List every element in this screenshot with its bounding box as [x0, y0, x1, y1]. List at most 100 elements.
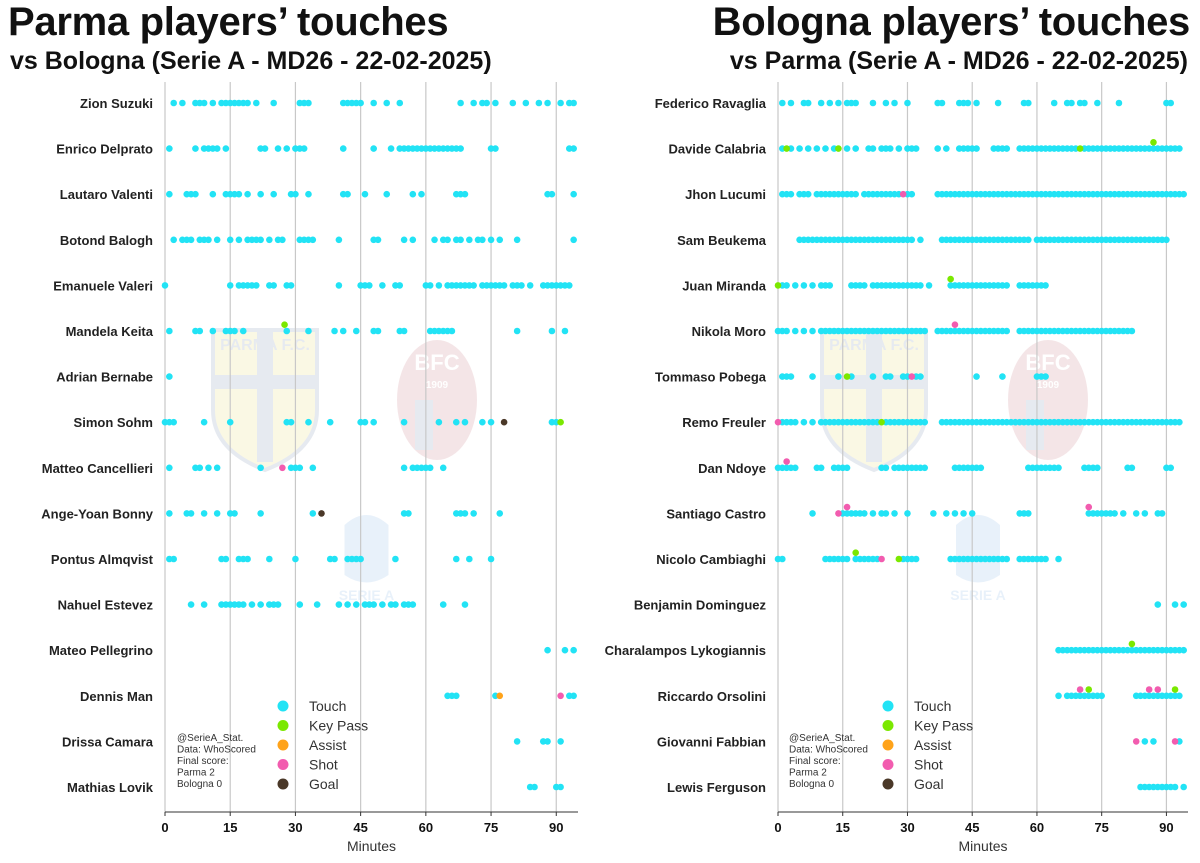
shot-point [279, 464, 286, 472]
touch-point [518, 282, 525, 289]
touch-point [904, 99, 911, 107]
touch-point [496, 510, 504, 517]
credit-line: Data: WhoScored [177, 745, 256, 756]
svg-text:BFC: BFC [1025, 350, 1070, 375]
touch-point [787, 99, 795, 107]
touch-point [235, 190, 243, 198]
touch-point [344, 190, 351, 198]
touch-point [1180, 783, 1187, 791]
touch-point [461, 601, 469, 608]
touch-point [396, 282, 404, 289]
legend-label: Key Pass [914, 718, 973, 734]
touch-point [570, 236, 577, 244]
touch-point [192, 145, 199, 152]
touch-point [783, 282, 790, 289]
key-pass-point [783, 145, 790, 152]
touch-point [800, 327, 808, 335]
touch-point [213, 236, 221, 244]
touch-point [917, 373, 924, 380]
touch-point [305, 418, 312, 426]
touch-point [331, 327, 338, 335]
touch-point [804, 145, 812, 152]
touch-point [252, 282, 260, 289]
touch-point [1180, 190, 1187, 198]
legend-marker-assist [882, 739, 894, 751]
touch-point [544, 99, 551, 107]
key-pass-point [1171, 686, 1179, 693]
touch-point [557, 99, 564, 107]
touch-point [426, 282, 434, 289]
touch-point [1163, 236, 1170, 244]
touch-point [1068, 99, 1075, 107]
touch-point [200, 418, 208, 426]
x-tick-label: 0 [774, 820, 781, 835]
touch-point [817, 99, 825, 107]
player-label: Mandela Keita [66, 324, 154, 339]
touch-point [1180, 601, 1187, 608]
touch-point [509, 99, 517, 107]
watermark: PARMA F.C. BFC 1909 SERIE A [820, 328, 1088, 603]
touch-point [257, 601, 264, 608]
touch-point [1141, 510, 1149, 517]
touch-point [170, 236, 177, 244]
player-label: Lautaro Valenti [60, 187, 153, 202]
player-label: Benjamin Dominguez [634, 598, 767, 613]
touch-point [292, 190, 299, 198]
legend-label: Touch [309, 698, 346, 714]
svg-text:PARMA F.C.: PARMA F.C. [220, 337, 310, 354]
touch-point [1132, 510, 1140, 517]
touch-point [226, 236, 234, 244]
touch-point [1176, 145, 1183, 152]
touch-point [209, 190, 217, 198]
touch-point [252, 99, 260, 107]
touch-point [925, 282, 933, 289]
player-label: Mathias Lovik [67, 780, 154, 795]
touch-point [938, 99, 946, 107]
player-label: Nicolo Cambiaghi [656, 552, 766, 567]
legend-marker-goal [277, 778, 289, 790]
touch-point [166, 373, 173, 380]
touch-point [400, 236, 408, 244]
touch-point [387, 145, 395, 152]
credit-line: Bologna 0 [177, 779, 222, 790]
touch-point [800, 282, 808, 289]
touch-point [912, 555, 920, 563]
shot-point [1132, 738, 1140, 745]
touch-point [570, 190, 577, 198]
touch-point [374, 236, 382, 244]
credit-line: Data: WhoScored [789, 745, 868, 756]
touch-point [843, 145, 851, 152]
player-label: Nikola Moro [692, 324, 766, 339]
shot-point [951, 321, 959, 329]
touch-point [791, 327, 799, 335]
touch-point [170, 555, 177, 563]
touch-point [461, 190, 469, 198]
touch-point [305, 190, 312, 198]
touch-point [912, 145, 920, 152]
touch-point [1003, 327, 1011, 335]
touch-point [409, 190, 417, 198]
touch-point [809, 282, 816, 289]
key-pass-point [852, 549, 859, 556]
touch-point [513, 738, 521, 745]
player-label: Charalampos Lykogiannis [605, 643, 766, 658]
touch-point [335, 282, 343, 289]
touch-point [392, 555, 399, 563]
touch-point [257, 236, 264, 244]
touch-point [483, 99, 491, 107]
touch-point [861, 510, 868, 517]
touch-point [409, 236, 417, 244]
touch-point [561, 646, 569, 654]
touch-point [1128, 327, 1136, 335]
touch-point [244, 190, 251, 198]
touch-point [1171, 783, 1179, 791]
touch-point [826, 282, 834, 289]
touch-point [809, 510, 816, 517]
touch-point [257, 190, 264, 198]
touch-point [196, 327, 204, 335]
touch-point [891, 99, 898, 107]
touch-point [270, 282, 277, 289]
player-label: Zion Suzuki [80, 96, 153, 111]
